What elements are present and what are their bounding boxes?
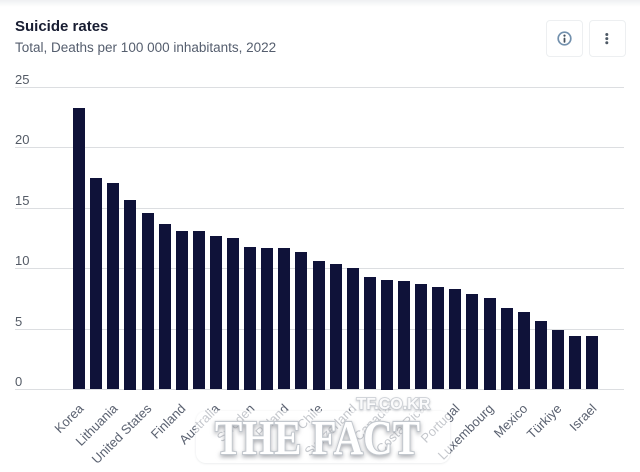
- svg-text:THE FACT: THE FACT: [215, 410, 420, 465]
- svg-text:TF.CO.KR: TF.CO.KR: [357, 396, 431, 413]
